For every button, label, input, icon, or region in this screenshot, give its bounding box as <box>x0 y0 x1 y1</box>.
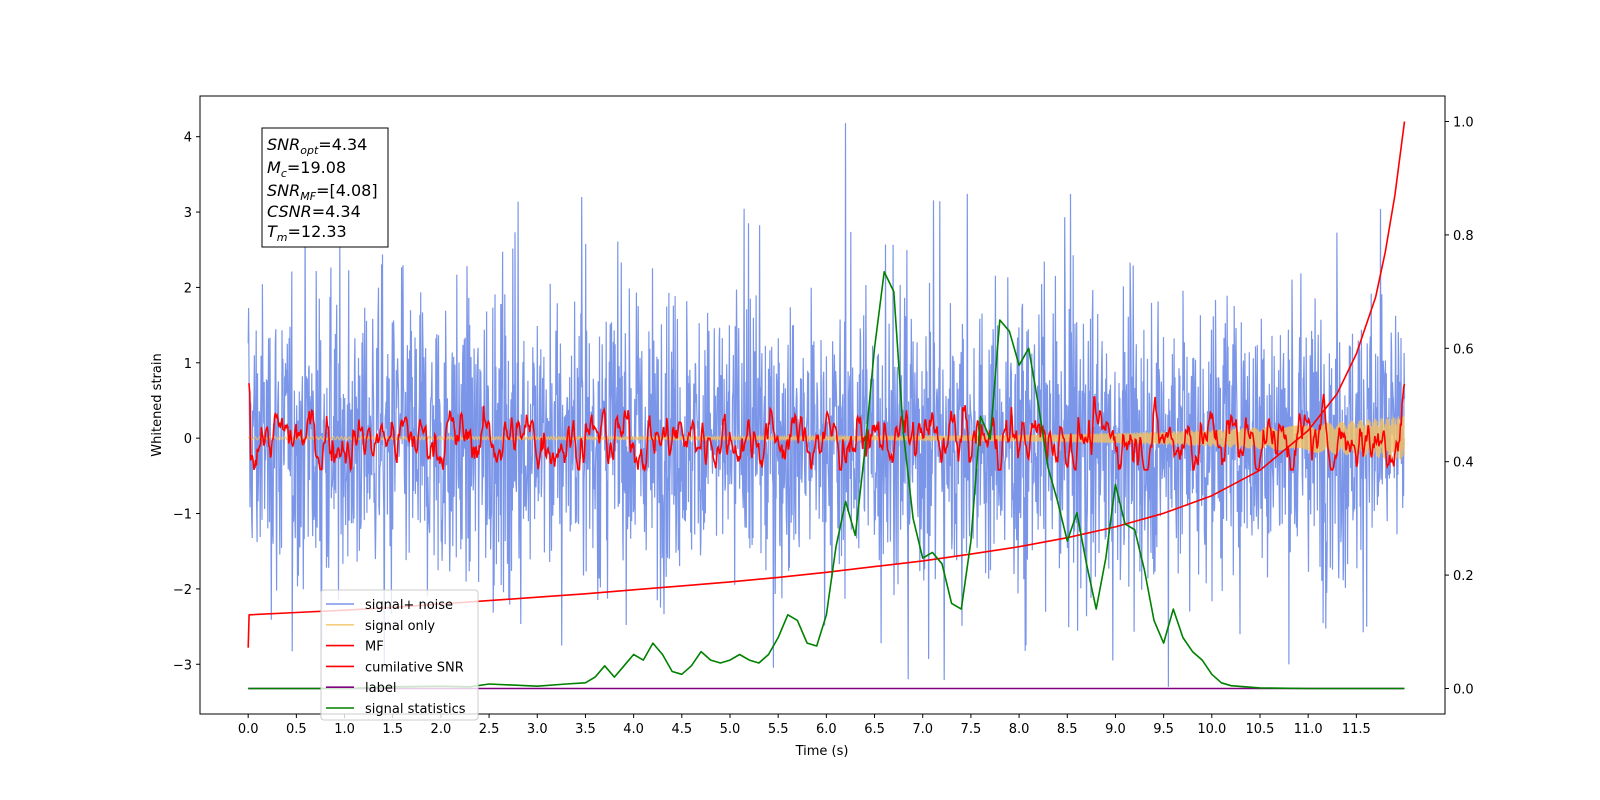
x-tick-label: 6.5 <box>864 722 885 737</box>
x-tick-label: 11.5 <box>1342 722 1371 737</box>
x-tick-label: 3.5 <box>575 722 596 737</box>
legend-label-cumilative-snr: cumilative SNR <box>365 660 464 675</box>
y-tick-label: 1 <box>184 357 192 372</box>
x-tick-label: 5.0 <box>720 722 741 737</box>
x-axis: 0.0 0.5 1.0 1.5 2.0 2.5 3.0 3.5 4.0 4.5 5.0 5.5 6.0 6… <box>238 714 1371 737</box>
info-box: SNRopt=4.34 Mc=19.08 SNRMF=[4.08] CSNR=4… <box>261 127 389 248</box>
x-tick-label: 10.0 <box>1197 722 1226 737</box>
axes-frame <box>199 95 1446 715</box>
legend-label-signal-statistics: signal statistics <box>365 702 466 717</box>
info-snr-mf-value: =[4.08] <box>316 181 378 200</box>
x-tick-label: 5.5 <box>768 722 789 737</box>
x-tick-label: 6.0 <box>816 722 837 737</box>
y-tick-label: 0 <box>184 432 192 447</box>
x-tick-label: 7.5 <box>961 722 982 737</box>
series-line-signal-statistics <box>248 271 1405 690</box>
info-mc-value: =19.08 <box>287 158 346 177</box>
x-tick-label: 9.0 <box>1105 722 1126 737</box>
legend-label-signal-only: signal only <box>365 619 435 634</box>
info-snr-opt: SNRopt=4.34 <box>267 135 367 157</box>
y2-tick-label: 0.0 <box>1453 682 1474 697</box>
x-tick-label: 4.0 <box>623 722 644 737</box>
x-tick-label: 0.0 <box>238 722 259 737</box>
x-tick-label: 0.5 <box>286 722 307 737</box>
x-tick-label: 10.5 <box>1246 722 1275 737</box>
y-tick-label: 2 <box>184 281 192 296</box>
info-snr-mf: SNRMF=[4.08] <box>267 181 378 203</box>
y2-tick-label: 0.8 <box>1453 229 1474 244</box>
info-box-frame <box>261 127 389 248</box>
y-tick-label: −3 <box>173 658 192 673</box>
x-tick-label: 8.0 <box>1009 722 1030 737</box>
x-tick-label: 9.5 <box>1153 722 1174 737</box>
x-tick-label: 1.0 <box>334 722 355 737</box>
info-tm: Tm=12.33 <box>267 222 347 244</box>
x-axis-label: Time (s) <box>795 744 849 759</box>
legend-label-signal-noise: signal+ noise <box>365 598 453 613</box>
x-tick-label: 11.0 <box>1294 722 1323 737</box>
info-csnr-value: =4.34 <box>312 202 361 221</box>
y2-tick-label: 1.0 <box>1453 116 1474 131</box>
x-tick-label: 3.0 <box>527 722 548 737</box>
info-tm-value: =12.33 <box>288 222 347 241</box>
y-axis-right: 0.0 0.2 0.4 0.6 0.8 1.0 <box>1445 116 1474 697</box>
y2-tick-label: 0.6 <box>1453 342 1474 357</box>
x-tick-label: 1.5 <box>382 722 403 737</box>
legend-label-label: label <box>365 681 396 696</box>
x-tick-label: 8.5 <box>1057 722 1078 737</box>
y-tick-label: 3 <box>184 206 192 221</box>
y-tick-label: 4 <box>184 131 192 146</box>
info-csnr: CSNR=4.34 <box>267 202 361 221</box>
series-line-signal-noise <box>247 123 1406 687</box>
series-line-signal-only <box>247 415 1406 461</box>
legend-frame <box>320 589 479 721</box>
y-axis-label: Whitened strain <box>150 353 165 456</box>
y-tick-label: −1 <box>173 508 192 523</box>
y2-tick-label: 0.2 <box>1453 569 1474 584</box>
info-mc: Mc=19.08 <box>267 158 346 180</box>
y2-tick-label: 0.4 <box>1453 456 1474 471</box>
series-line-mf <box>248 383 1406 473</box>
y-axis-left: −3 −2 −1 0 1 2 3 4 <box>173 131 200 673</box>
x-tick-label: 7.0 <box>912 722 933 737</box>
x-tick-label: 2.5 <box>479 722 500 737</box>
legend-label-mf: MF <box>365 640 384 655</box>
x-tick-label: 2.0 <box>431 722 452 737</box>
x-tick-label: 4.5 <box>671 722 692 737</box>
legend: signal+ noise signal only MF cumilative SNR… <box>320 589 479 721</box>
info-snr-opt-value: =4.34 <box>318 135 367 154</box>
y-tick-label: −2 <box>173 583 192 598</box>
